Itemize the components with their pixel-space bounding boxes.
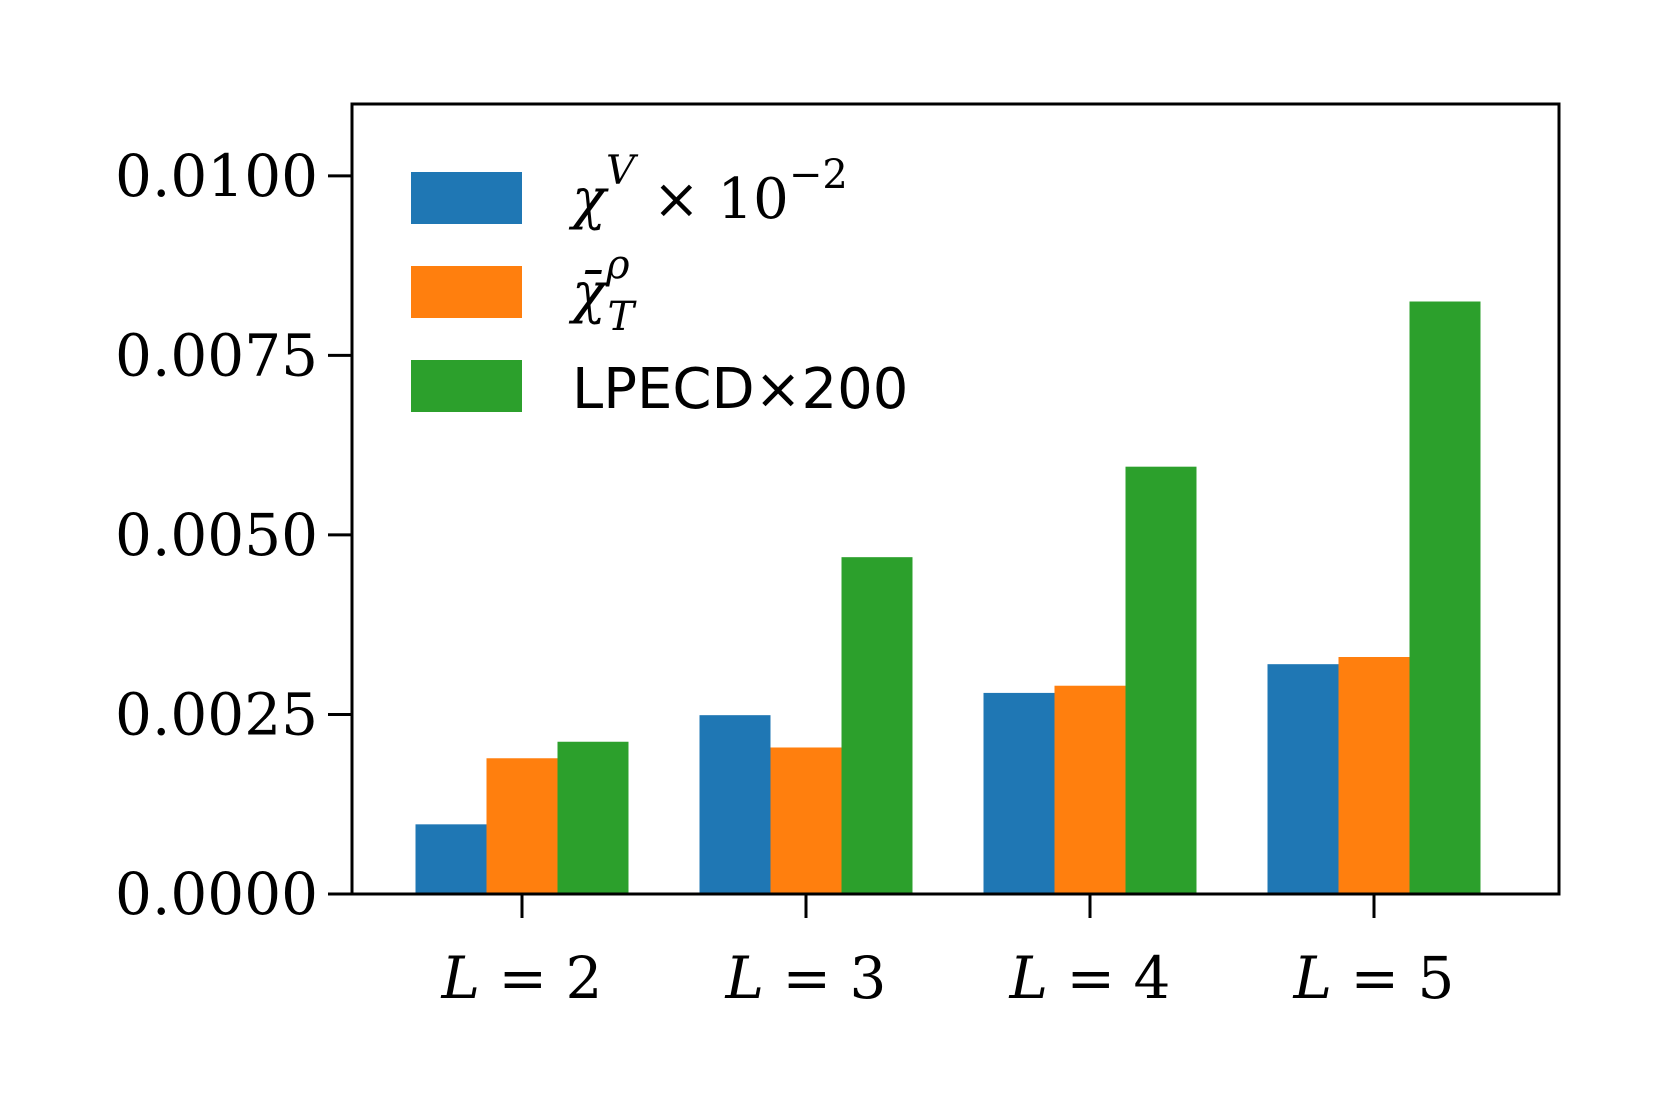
x-tick-label: L = 2 — [441, 944, 603, 1012]
legend-label-lpecd: LPECD×200 — [572, 357, 908, 422]
legend-swatch-chi-t — [411, 266, 522, 318]
bar-lpecd-5 — [1409, 301, 1481, 894]
bar-lpecd-4 — [1125, 466, 1197, 894]
bar-chi-v-5 — [1267, 664, 1339, 894]
legend: χV × 10−2 χ̄ρ T LPECD×200 — [411, 148, 908, 422]
x-axis: L = 2 L = 3 L = 4 L = 5 — [441, 894, 1455, 1012]
y-axis: 0.0000 0.0025 0.0050 0.0075 0.0100 — [115, 142, 352, 928]
bar-chi-t-4 — [1054, 685, 1126, 894]
x-tick-label: L = 4 — [1009, 944, 1171, 1012]
legend-label-chi-v: χV × 10−2 — [568, 148, 848, 232]
legend-swatch-lpecd — [411, 360, 522, 412]
bar-chi-t-3 — [770, 747, 842, 894]
legend-label-chi-t: χ̄ρ T — [568, 242, 637, 340]
y-tick-label: 0.0025 — [115, 680, 318, 748]
bar-chi-v-2 — [415, 824, 487, 894]
bar-chi-v-4 — [983, 692, 1055, 894]
y-tick-label: 0.0100 — [115, 142, 318, 210]
bar-lpecd-3 — [841, 557, 913, 894]
y-tick-label: 0.0075 — [115, 321, 318, 389]
plot-frame — [350, 102, 1561, 896]
y-tick-label: 0.0000 — [115, 860, 318, 928]
bar-chi-v-3 — [699, 715, 771, 894]
bar-lpecd-2 — [557, 741, 629, 894]
x-tick-label: L = 3 — [725, 944, 887, 1012]
bars-group — [415, 301, 1481, 894]
x-tick-label: L = 5 — [1293, 944, 1455, 1012]
bar-chi-t-2 — [486, 758, 558, 894]
y-tick-label: 0.0050 — [115, 501, 318, 569]
legend-swatch-chi-v — [411, 172, 522, 224]
bar-chi-t-5 — [1338, 657, 1410, 894]
